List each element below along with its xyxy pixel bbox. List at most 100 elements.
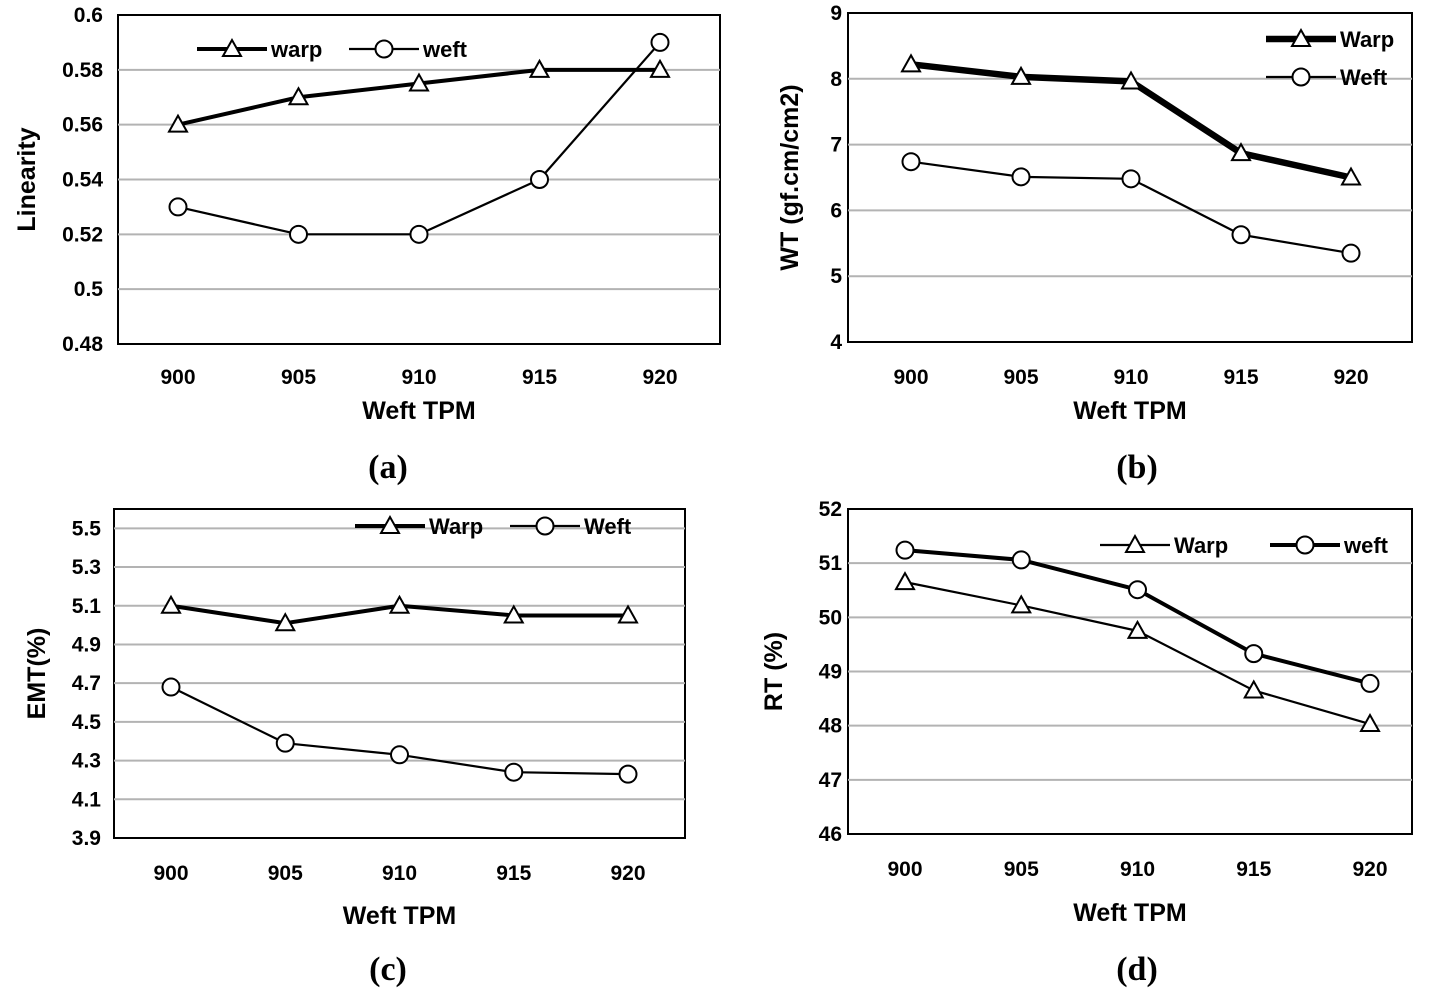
x-tick-label: 900: [893, 366, 928, 389]
legend-item-warp-label: Warp: [1340, 27, 1394, 52]
x-tick-label: 900: [153, 862, 188, 885]
y-tick-label: 52: [819, 498, 842, 521]
x-tick-label: 910: [1113, 366, 1148, 389]
y-tick-label: 50: [819, 606, 842, 629]
y-tick-label: 5: [830, 265, 842, 288]
panel-caption: (c): [369, 951, 407, 988]
legend-item-warp-label: Warp: [1174, 533, 1228, 558]
y-tick-label: 9: [830, 2, 842, 25]
y-tick-label: 48: [819, 715, 843, 738]
y-tick-label: 6: [830, 199, 842, 222]
y-tick-label: 5.3: [72, 556, 101, 579]
data-point-weft: [618, 764, 638, 784]
data-point-weft: [161, 677, 181, 697]
y-tick-label: 0.48: [62, 333, 103, 356]
x-tick-label: 905: [1004, 858, 1039, 881]
data-point-weft: [275, 733, 295, 753]
data-point-warp: [388, 594, 411, 614]
plot-area: [113, 508, 686, 839]
data-point-warp: [503, 604, 525, 624]
y-tick-label: 47: [819, 769, 842, 792]
x-tick-label: 920: [1333, 366, 1368, 389]
data-point-warp: [274, 612, 296, 632]
legend-item-warp-label: Warp: [429, 514, 483, 539]
x-tick-label: 910: [1120, 858, 1155, 881]
data-point-warp: [1126, 619, 1149, 639]
x-tick-label: 920: [610, 862, 645, 885]
data-point-weft: [1244, 644, 1264, 664]
chart-2: 4 5 6 7 8 9 900 905 910 915 920 Weft TPM WT (gf.cm/c…: [776, 2, 1413, 486]
panel-caption: (b): [1116, 449, 1158, 486]
y-tick-label: 3.9: [72, 827, 101, 850]
data-point-weft: [901, 152, 921, 172]
data-point-weft: [895, 540, 915, 560]
x-tick-label: 900: [160, 366, 195, 389]
data-point-weft: [409, 224, 429, 244]
legend-item-weft-label: weft: [422, 37, 468, 62]
x-tick-label: 905: [1003, 366, 1038, 389]
panel-caption: (a): [368, 449, 408, 486]
data-point-warp: [1010, 65, 1032, 85]
legend-item-weft-marker: [374, 39, 394, 59]
data-point-warp: [894, 571, 916, 591]
chart-4: 46 47 48 49 50 51 52 900 905 910 915 920 Weft TPM RT …: [760, 498, 1413, 988]
y-tick-label: 46: [819, 823, 842, 846]
chart-1: 0.48 0.5 0.52 0.54 0.56 0.58 0.6 900 905 910 915 92…: [13, 4, 721, 486]
y-tick-label: 0.54: [62, 169, 103, 192]
y-tick-label: 8: [830, 68, 842, 91]
x-tick-label: 910: [382, 862, 417, 885]
x-axis-title: Weft TPM: [1073, 899, 1186, 927]
legend-item-weft-marker: [535, 516, 555, 536]
legend-item-warp-marker: [1290, 27, 1312, 48]
data-point-warp: [1010, 594, 1032, 614]
data-point-warp: [160, 594, 182, 614]
y-tick-label: 0.58: [62, 59, 103, 82]
y-tick-label: 49: [819, 661, 842, 684]
x-axis-title: Weft TPM: [343, 902, 456, 930]
x-tick-label: 920: [1352, 858, 1387, 881]
data-point-weft: [289, 224, 308, 244]
data-point-weft: [504, 762, 524, 782]
data-point-warp: [1243, 679, 1265, 699]
data-point-weft: [1011, 167, 1031, 187]
data-point-warp: [900, 53, 922, 73]
data-point-weft: [1231, 225, 1251, 245]
data-point-weft: [1121, 169, 1141, 189]
x-tick-label: 920: [642, 366, 677, 389]
legend-item-warp-marker: [379, 514, 401, 535]
y-tick-label: 4.3: [72, 750, 101, 773]
chart-3: 3.9 4.1 4.3 4.5 4.7 4.9 5.1 5.3 5.5 900 905 910 915 9…: [23, 508, 686, 988]
data-point-warp: [617, 604, 639, 624]
data-point-weft: [530, 170, 549, 189]
legend-item-weft-marker: [1295, 535, 1315, 555]
data-point-warp: [408, 72, 430, 92]
y-tick-label: 0.56: [62, 114, 103, 137]
data-point-warp: [1230, 142, 1252, 162]
y-tick-label: 4: [830, 331, 842, 354]
x-tick-label: 915: [496, 862, 531, 885]
x-tick-label: 900: [887, 858, 922, 881]
y-tick-label: 0.5: [74, 278, 104, 301]
legend-item-weft-label: Weft: [584, 514, 632, 539]
y-axis-title: WT (gf.cm/cm2): [776, 84, 804, 270]
data-point-weft: [1128, 580, 1147, 600]
y-tick-label: 7: [830, 134, 842, 157]
x-tick-label: 905: [281, 366, 316, 389]
data-point-warp: [1340, 166, 1362, 186]
y-tick-label: 4.7: [72, 672, 101, 695]
y-tick-label: 4.1: [72, 788, 102, 811]
data-point-warp: [167, 113, 189, 133]
x-axis-title: Weft TPM: [1073, 397, 1186, 425]
panel-caption: (d): [1116, 951, 1158, 988]
x-tick-label: 915: [522, 366, 557, 389]
legend-item-weft-label: Weft: [1340, 65, 1388, 90]
data-point-weft: [1011, 550, 1031, 570]
legend-item-warp-marker: [1124, 533, 1146, 554]
data-point-warp: [528, 58, 551, 78]
legend-item-weft-marker: [1291, 67, 1311, 87]
data-point-warp: [287, 86, 310, 106]
x-tick-label: 915: [1236, 858, 1271, 881]
y-tick-label: 4.5: [72, 711, 102, 734]
y-tick-label: 0.52: [62, 223, 103, 246]
